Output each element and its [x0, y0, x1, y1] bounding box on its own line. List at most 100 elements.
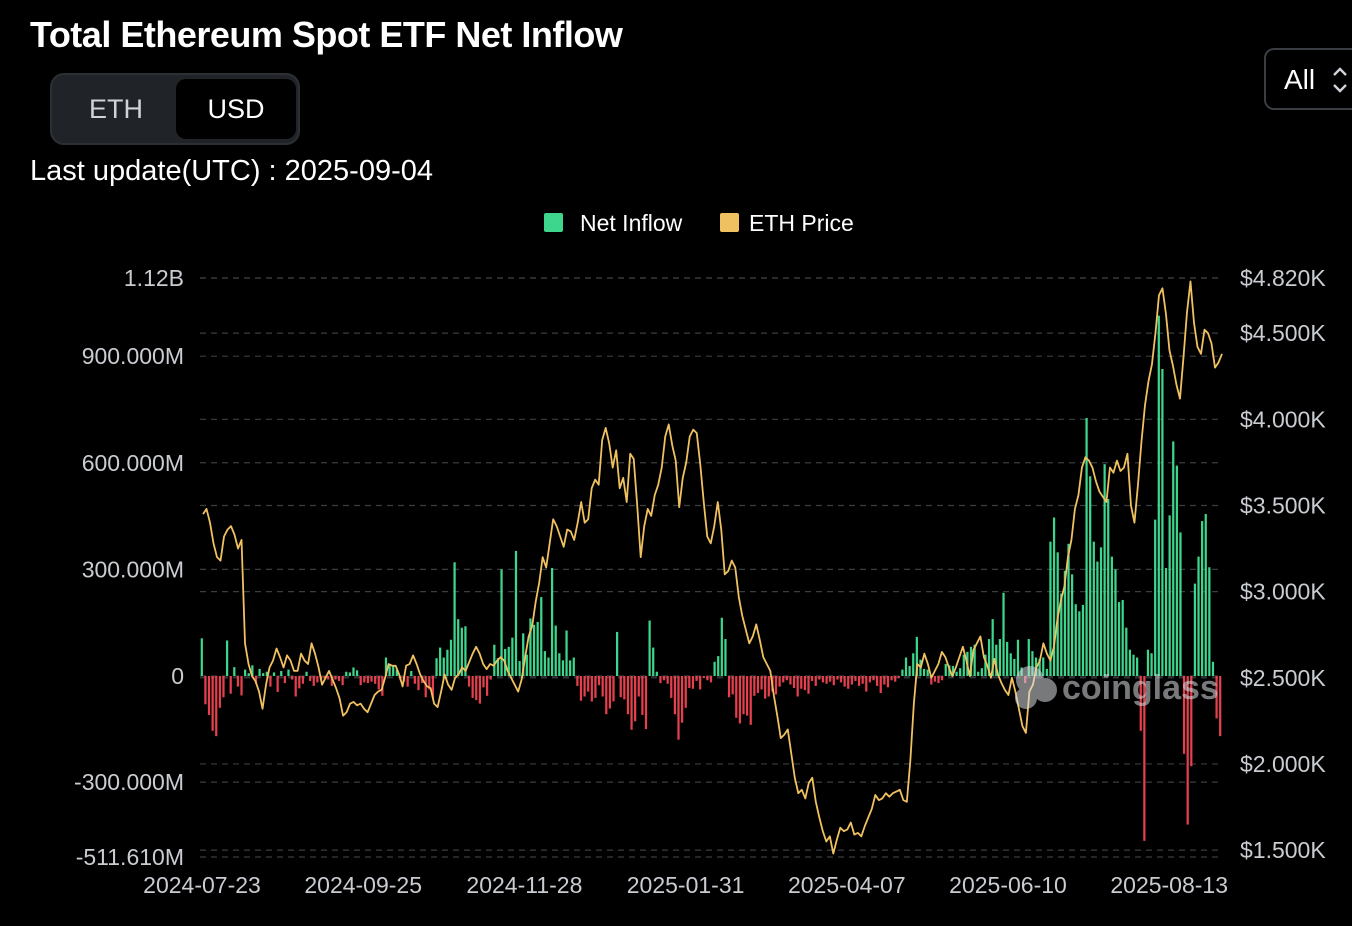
- outflow-bar[interactable]: [807, 676, 810, 694]
- inflow-bar[interactable]: [1009, 653, 1012, 676]
- outflow-bar[interactable]: [301, 676, 305, 684]
- outflow-bar[interactable]: [865, 676, 868, 692]
- outflow-bar[interactable]: [634, 676, 637, 722]
- outflow-bar[interactable]: [699, 676, 702, 690]
- eth-price-line[interactable]: [202, 280, 1223, 855]
- outflow-bar[interactable]: [879, 676, 882, 693]
- inflow-bar[interactable]: [1078, 611, 1081, 676]
- outflow-bar[interactable]: [323, 676, 326, 679]
- outflow-bar[interactable]: [850, 676, 853, 685]
- outflow-bar[interactable]: [670, 676, 673, 698]
- inflow-bar[interactable]: [561, 660, 565, 676]
- outflow-bar[interactable]: [309, 676, 312, 681]
- outflow-bar[interactable]: [641, 676, 644, 715]
- legend-eth-price[interactable]: ETH Price: [720, 210, 854, 236]
- outflow-bar[interactable]: [298, 676, 301, 689]
- outflow-bar[interactable]: [800, 676, 803, 689]
- outflow-bar[interactable]: [886, 676, 890, 688]
- inflow-bar[interactable]: [1052, 517, 1056, 676]
- inflow-bar[interactable]: [247, 673, 250, 676]
- outflow-bar[interactable]: [792, 676, 796, 689]
- inflow-bar[interactable]: [720, 617, 723, 676]
- inflow-bar[interactable]: [1031, 651, 1034, 677]
- outflow-bar[interactable]: [818, 676, 821, 680]
- inflow-bar[interactable]: [1179, 532, 1182, 676]
- outflow-bar[interactable]: [363, 676, 366, 683]
- outflow-bar[interactable]: [811, 676, 814, 681]
- outflow-bar[interactable]: [630, 676, 633, 730]
- inflow-bar[interactable]: [395, 669, 398, 676]
- inflow-bar[interactable]: [1117, 602, 1121, 676]
- inflow-bar[interactable]: [724, 639, 727, 676]
- inflow-bar[interactable]: [262, 673, 265, 676]
- outflow-bar[interactable]: [796, 676, 799, 697]
- outflow-bar[interactable]: [774, 676, 778, 695]
- outflow-bar[interactable]: [937, 676, 940, 684]
- inflow-bar[interactable]: [547, 657, 550, 676]
- outflow-bar[interactable]: [767, 676, 770, 697]
- inflow-bar[interactable]: [442, 657, 445, 676]
- inflow-bar[interactable]: [995, 644, 998, 676]
- outflow-bar[interactable]: [894, 676, 897, 682]
- outflow-bar[interactable]: [836, 676, 839, 680]
- outflow-bar[interactable]: [749, 676, 752, 725]
- inflow-bar[interactable]: [951, 666, 955, 676]
- inflow-bar[interactable]: [926, 669, 929, 676]
- inflow-bar[interactable]: [522, 633, 525, 676]
- inflow-bar[interactable]: [1107, 499, 1110, 676]
- inflow-bar[interactable]: [998, 639, 1002, 676]
- inflow-bar[interactable]: [439, 647, 442, 676]
- outflow-bar[interactable]: [731, 676, 734, 695]
- outflow-bar[interactable]: [316, 676, 319, 683]
- outflow-bar[interactable]: [1190, 676, 1193, 767]
- inflow-bar[interactable]: [507, 646, 510, 676]
- outflow-bar[interactable]: [742, 676, 745, 715]
- outflow-bar[interactable]: [753, 676, 756, 696]
- inflow-bar[interactable]: [1154, 519, 1157, 676]
- inflow-bar[interactable]: [518, 661, 521, 676]
- outflow-bar[interactable]: [294, 676, 297, 697]
- outflow-bar[interactable]: [832, 676, 835, 686]
- outflow-bar[interactable]: [612, 676, 615, 702]
- outflow-bar[interactable]: [482, 676, 485, 688]
- inflow-bar[interactable]: [392, 666, 395, 676]
- inflow-bar[interactable]: [1125, 627, 1128, 676]
- inflow-bar[interactable]: [713, 661, 716, 676]
- outflow-bar[interactable]: [695, 676, 698, 681]
- outflow-bar[interactable]: [269, 676, 272, 687]
- outflow-bar[interactable]: [290, 676, 294, 680]
- outflow-bar[interactable]: [854, 676, 857, 681]
- outflow-bar[interactable]: [684, 676, 687, 708]
- inflow-bar[interactable]: [225, 640, 229, 676]
- legend-net-inflow[interactable]: Net Inflow: [544, 210, 683, 236]
- inflow-bar[interactable]: [1110, 556, 1113, 676]
- outflow-bar[interactable]: [601, 676, 604, 697]
- inflow-bar[interactable]: [540, 597, 543, 676]
- outflow-bar[interactable]: [406, 676, 409, 687]
- inflow-bar[interactable]: [493, 644, 496, 676]
- inflow-bar[interactable]: [1201, 521, 1204, 676]
- outflow-bar[interactable]: [673, 676, 677, 715]
- inflow-bar[interactable]: [1114, 569, 1117, 676]
- outflow-bar[interactable]: [334, 676, 337, 680]
- inflow-bar[interactable]: [500, 569, 503, 676]
- inflow-bar[interactable]: [1164, 567, 1168, 676]
- outflow-bar[interactable]: [608, 676, 611, 709]
- outflow-bar[interactable]: [619, 676, 622, 698]
- inflow-bar[interactable]: [536, 621, 539, 676]
- inflow-bar[interactable]: [1197, 556, 1200, 676]
- outflow-bar[interactable]: [847, 676, 850, 689]
- inflow-bar[interactable]: [1081, 604, 1085, 676]
- outflow-bar[interactable]: [215, 676, 218, 737]
- outflow-bar[interactable]: [478, 676, 481, 704]
- inflow-bar[interactable]: [1193, 583, 1197, 676]
- outflow-bar[interactable]: [644, 676, 648, 730]
- outflow-bar[interactable]: [702, 676, 705, 679]
- outflow-bar[interactable]: [789, 676, 792, 685]
- outflow-bar[interactable]: [662, 676, 666, 681]
- outflow-bar[interactable]: [872, 676, 875, 681]
- inflow-bar[interactable]: [446, 649, 449, 676]
- outflow-bar[interactable]: [706, 676, 709, 681]
- outflow-bar[interactable]: [413, 676, 416, 684]
- outflow-bar[interactable]: [735, 676, 738, 718]
